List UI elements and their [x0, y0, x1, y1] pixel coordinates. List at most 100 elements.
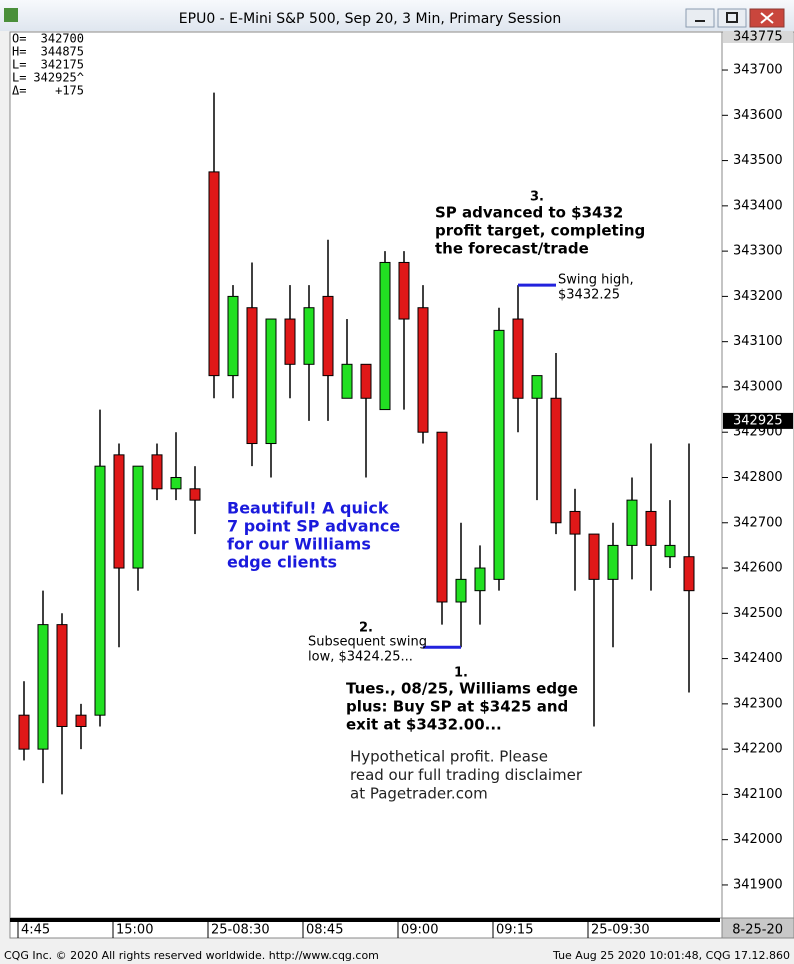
close-icon	[760, 12, 774, 24]
candle-body	[683, 556, 695, 592]
y-tick-label: 343200	[733, 289, 783, 304]
candle-body	[360, 363, 372, 399]
candle-body	[550, 397, 562, 524]
ohlc-label: L=	[12, 58, 26, 72]
top-label: 343775	[733, 30, 783, 45]
y-axis-panel	[721, 31, 794, 919]
target-text: profit target, completing	[435, 222, 645, 240]
y-tick-label: 343100	[733, 334, 783, 349]
candle-body	[474, 567, 486, 592]
maximize-button[interactable]	[717, 8, 747, 28]
top-label-box	[723, 31, 793, 43]
candle-body	[284, 318, 296, 365]
y-tick-label: 343700	[733, 63, 783, 78]
candle-body	[531, 375, 543, 399]
y-tick-label: 343600	[733, 108, 783, 123]
y-tick-label: 342200	[733, 742, 783, 757]
candle-body	[322, 295, 334, 377]
minimize-button[interactable]	[685, 8, 715, 28]
candle-body	[208, 171, 220, 377]
candle-body	[417, 307, 429, 433]
candle-body	[75, 714, 87, 727]
swing-low-label: low, $3424.25...	[308, 650, 413, 665]
last-price: 342925	[733, 413, 783, 428]
status-bar	[0, 940, 794, 964]
ohlc-value: 342700	[41, 32, 84, 46]
candle-body	[398, 261, 410, 320]
candle-body	[455, 578, 467, 603]
status-left: CQG Inc. © 2020 All rights reserved worl…	[4, 949, 379, 962]
y-tick-label: 343500	[733, 153, 783, 168]
candle-body	[436, 431, 448, 603]
y-tick-label: 342700	[733, 515, 783, 530]
x-tick-label: 15:00	[116, 923, 153, 938]
swing-high-label: Swing high,	[558, 273, 634, 288]
ohlc-label: O=	[12, 32, 26, 46]
ohlc-label: L=	[12, 71, 26, 85]
disclaimer-text: read our full trading disclaimer	[350, 766, 583, 784]
entry-text: Tues., 08/25, Williams edge	[346, 680, 578, 698]
date-panel	[721, 917, 794, 939]
promo-text: for our Williams	[227, 535, 371, 554]
ohlc-value: 342925^	[33, 71, 84, 85]
candle-body	[18, 714, 30, 750]
candle-body	[189, 488, 201, 501]
promo-text: Beautiful! A quick	[227, 499, 389, 518]
y-tick-label: 341900	[733, 877, 783, 892]
x-tick-label: 09:00	[401, 923, 438, 938]
disclaimer-text: at Pagetrader.com	[350, 785, 488, 803]
y-tick-label: 342400	[733, 651, 783, 666]
y-tick-label: 343400	[733, 198, 783, 213]
promo-text: edge clients	[227, 553, 337, 572]
candle-body	[341, 363, 353, 399]
y-tick-label: 342800	[733, 470, 783, 485]
ohlc-label: Δ=	[12, 84, 26, 98]
candle-body	[664, 544, 676, 558]
disclaimer-text: Hypothetical profit. Please	[350, 748, 548, 766]
candle-body	[512, 318, 524, 399]
candle-body	[94, 465, 106, 716]
candle-body	[493, 329, 505, 580]
candle-body	[113, 454, 125, 569]
ohlc-value: 342175	[41, 58, 84, 72]
candle-body	[569, 510, 581, 535]
promo-text: 7 point SP advance	[227, 517, 400, 536]
candle-body	[379, 261, 391, 411]
swing-low-label: Subsequent swing	[308, 635, 427, 650]
x-tick-label: 09:15	[496, 923, 533, 938]
candle-body	[303, 307, 315, 365]
ohlc-value: 344875	[41, 45, 84, 59]
status-right: Tue Aug 25 2020 10:01:48, CQG 17.12.860	[552, 949, 790, 962]
x-tick-label: 4:45	[21, 923, 50, 938]
candle-body	[645, 510, 657, 546]
candle-body	[37, 624, 49, 750]
entry-text: plus: Buy SP at $3425 and	[346, 698, 568, 716]
candle-body	[607, 544, 619, 580]
window-title: EPU0 - E-Mini S&P 500, Sep 20, 3 Min, Pr…	[179, 11, 561, 27]
title-bar	[0, 0, 794, 31]
last-price-box	[723, 412, 793, 429]
y-tick-label: 342300	[733, 696, 783, 711]
candle-body	[227, 295, 239, 377]
date-label: 8-25-20	[732, 923, 783, 938]
y-tick-label: 342000	[733, 832, 783, 847]
y-tick-label: 342600	[733, 561, 783, 576]
x-tick-label: 08:45	[306, 923, 343, 938]
swing-low-number: 2.	[359, 621, 373, 636]
y-tick-label: 343000	[733, 379, 783, 394]
ohlc-label: H=	[12, 45, 26, 59]
y-tick-label: 343300	[733, 244, 783, 259]
app-icon	[4, 8, 18, 22]
maximize-icon	[726, 12, 738, 23]
window-buttons	[685, 8, 785, 28]
y-tick-label: 342100	[733, 787, 783, 802]
candle-body	[588, 533, 600, 580]
ohlc-value: +175	[55, 84, 84, 98]
candle-body	[265, 318, 277, 445]
x-tick-label: 25-08:30	[211, 923, 270, 938]
candle-body	[246, 307, 258, 445]
target-number: 3.	[530, 190, 544, 205]
target-text: the forecast/trade	[435, 240, 589, 258]
